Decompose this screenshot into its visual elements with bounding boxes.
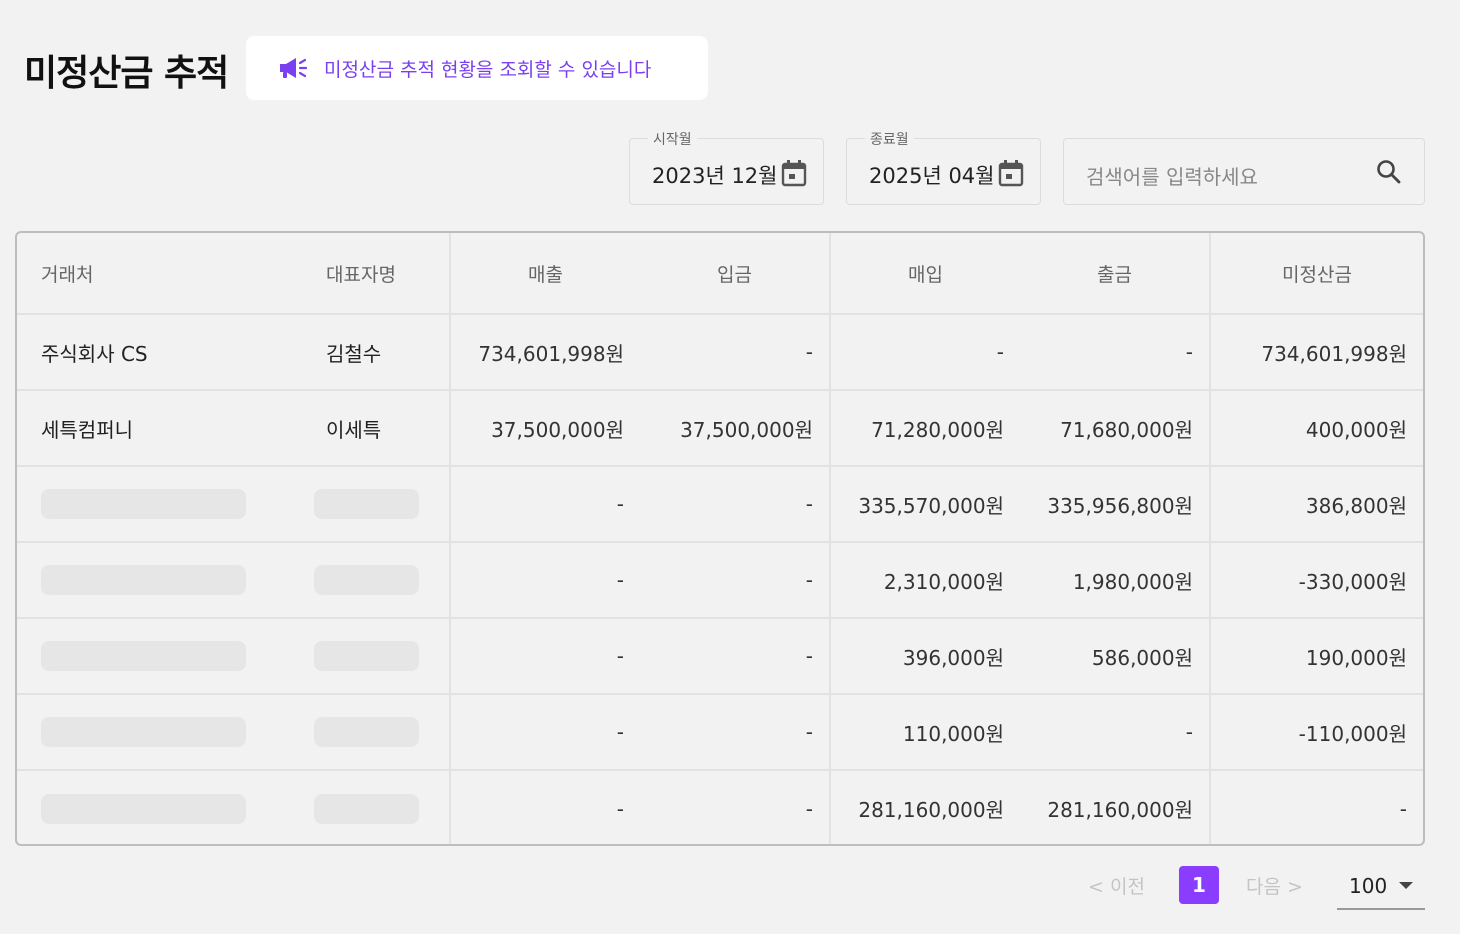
megaphone-icon: [280, 58, 308, 78]
search-placeholder: 검색어를 입력하세요: [1086, 165, 1258, 189]
search-icon[interactable]: [1376, 159, 1402, 185]
rows-per-page-value: 100: [1349, 874, 1388, 898]
header-partner[interactable]: 거래처: [41, 263, 94, 286]
cell-purchase: -: [996, 340, 1004, 364]
header-deposit[interactable]: 입금: [640, 233, 831, 314]
cell-partner-placeholder: [17, 618, 310, 694]
cell-unsettled: 190,000원: [1305, 645, 1407, 670]
cell-sales: -: [616, 720, 624, 744]
cell-withdrawal: 1,980,000원: [1020, 542, 1211, 618]
calendar-icon[interactable]: [998, 159, 1024, 187]
cell-unsettled: -: [1399, 796, 1407, 821]
skeleton-bar: [41, 793, 246, 824]
table-row[interactable]: - - 335,570,000원 335,956,800원 386,800원: [17, 466, 1423, 542]
cell-sales: -: [616, 568, 624, 592]
cell-partner: 세특컴퍼니: [41, 417, 133, 442]
start-month-field[interactable]: 시작월 2023년 12월: [629, 129, 824, 205]
cell-withdrawal: 586,000원: [1020, 618, 1211, 694]
cell-partner-placeholder: [17, 466, 310, 542]
cell-representative-placeholder: [310, 618, 451, 694]
header-representative[interactable]: 대표자명: [310, 233, 451, 314]
skeleton-bar: [314, 565, 419, 595]
cell-partner-placeholder: [17, 694, 310, 770]
cell-representative: 김철수: [310, 314, 451, 390]
skeleton-bar: [41, 565, 246, 595]
skeleton-bar: [41, 717, 246, 747]
cell-deposit: -: [640, 466, 831, 542]
unsettled-table: 거래처 대표자명 매출 입금 매입 출금 미정산금 주식회사 CS 김철수 73…: [15, 231, 1425, 846]
cell-deposit: -: [640, 618, 831, 694]
table-row[interactable]: - - 396,000원 586,000원 190,000원: [17, 618, 1423, 694]
cell-purchase: 2,310,000원: [883, 569, 1004, 594]
skeleton-bar: [41, 489, 246, 519]
calendar-icon[interactable]: [781, 159, 807, 187]
notice-text: 미정산금 추적 현황을 조회할 수 있습니다: [324, 58, 652, 81]
cell-purchase: 335,570,000원: [858, 493, 1004, 518]
search-input[interactable]: 검색어를 입력하세요: [1063, 138, 1425, 205]
cell-withdrawal: -: [1020, 694, 1211, 770]
cell-sales: -: [616, 644, 624, 668]
header-sales[interactable]: 매출: [528, 263, 563, 286]
cell-representative-placeholder: [310, 770, 451, 844]
cell-withdrawal: 281,160,000원: [1020, 770, 1211, 844]
start-month-label: 시작월: [648, 129, 697, 149]
end-month-value: 2025년 04월: [869, 164, 995, 188]
notice-banner: 미정산금 추적 현황을 조회할 수 있습니다: [246, 36, 708, 100]
cell-deposit: -: [640, 694, 831, 770]
next-page-button[interactable]: 다음 >: [1246, 875, 1303, 898]
cell-purchase: 110,000원: [902, 721, 1004, 746]
cell-unsettled: 386,800원: [1305, 493, 1407, 518]
cell-sales: -: [616, 796, 624, 821]
cell-representative-placeholder: [310, 466, 451, 542]
cell-partner: 주식회사 CS: [41, 341, 148, 366]
table-row[interactable]: 주식회사 CS 김철수 734,601,998원 - - - 734,601,9…: [17, 314, 1423, 390]
table-row[interactable]: 세특컴퍼니 이세특 37,500,000원 37,500,000원 71,280…: [17, 390, 1423, 466]
cell-unsettled: -330,000원: [1298, 569, 1407, 594]
table-row[interactable]: - - 110,000원 - -110,000원: [17, 694, 1423, 770]
prev-page-button[interactable]: < 이전: [1088, 875, 1145, 898]
cell-representative-placeholder: [310, 542, 451, 618]
page-1-button[interactable]: 1: [1179, 866, 1219, 904]
cell-representative-placeholder: [310, 694, 451, 770]
cell-deposit: -: [640, 314, 831, 390]
cell-unsettled: 734,601,998원: [1261, 341, 1407, 366]
header-withdrawal[interactable]: 출금: [1020, 233, 1211, 314]
table-row[interactable]: - - 281,160,000원 281,160,000원 -: [17, 770, 1423, 844]
caret-down-icon: [1399, 882, 1413, 889]
cell-sales: 37,500,000원: [491, 417, 624, 442]
cell-deposit: -: [640, 542, 831, 618]
cell-withdrawal: 71,680,000원: [1020, 390, 1211, 466]
cell-unsettled: 400,000원: [1305, 417, 1407, 442]
cell-unsettled: -110,000원: [1298, 721, 1407, 746]
page-title: 미정산금 추적: [24, 53, 229, 94]
header-purchase[interactable]: 매입: [908, 263, 943, 286]
start-month-value: 2023년 12월: [652, 164, 778, 188]
skeleton-bar: [314, 717, 419, 747]
cell-purchase: 281,160,000원: [858, 798, 1004, 822]
table-header-row: 거래처 대표자명 매출 입금 매입 출금 미정산금: [17, 233, 1423, 314]
skeleton-bar: [314, 641, 419, 671]
cell-purchase: 396,000원: [902, 645, 1004, 670]
end-month-field[interactable]: 종료월 2025년 04월: [846, 129, 1041, 205]
cell-representative: 이세특: [310, 390, 451, 466]
rows-per-page-select[interactable]: 100: [1337, 866, 1425, 910]
cell-purchase: 71,280,000원: [871, 417, 1004, 442]
header-unsettled[interactable]: 미정산금: [1282, 263, 1352, 286]
skeleton-bar: [314, 793, 419, 824]
cell-withdrawal: -: [1020, 314, 1211, 390]
skeleton-bar: [41, 641, 246, 671]
cell-withdrawal: 335,956,800원: [1020, 466, 1211, 542]
cell-partner-placeholder: [17, 542, 310, 618]
end-month-label: 종료월: [865, 129, 914, 149]
cell-deposit: 37,500,000원: [640, 390, 831, 466]
table-row[interactable]: - - 2,310,000원 1,980,000원 -330,000원: [17, 542, 1423, 618]
cell-sales: -: [616, 492, 624, 516]
cell-partner-placeholder: [17, 770, 310, 844]
skeleton-bar: [314, 489, 419, 519]
cell-sales: 734,601,998원: [478, 341, 624, 366]
cell-deposit: -: [640, 770, 831, 844]
